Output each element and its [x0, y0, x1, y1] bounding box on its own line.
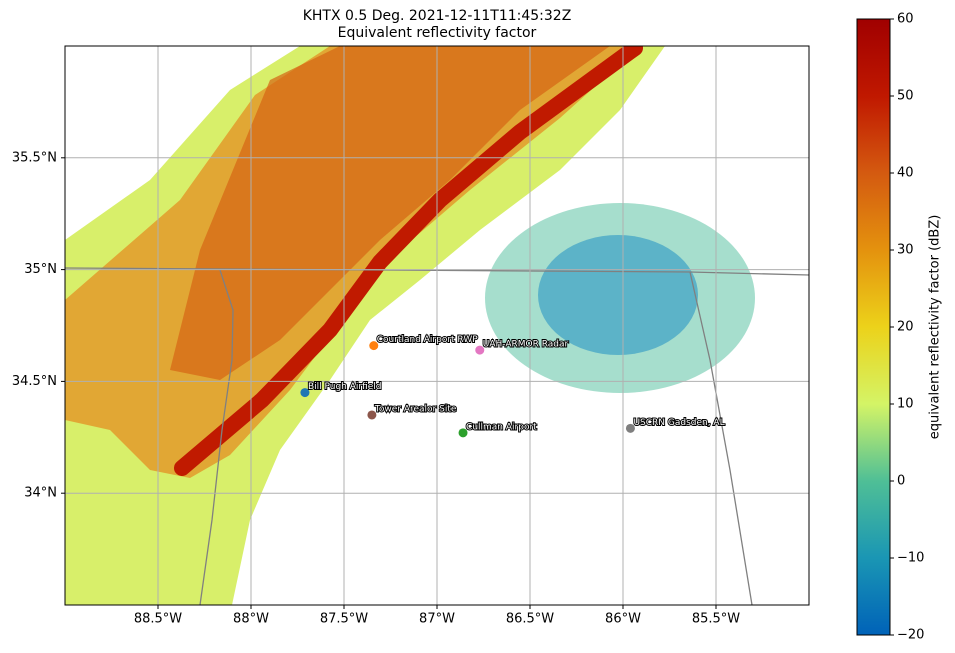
grid — [65, 46, 809, 605]
colorbar-tick-label: 30 — [897, 243, 914, 258]
station-label: USCRN Gadsden, AL — [633, 418, 724, 428]
station-marker — [475, 345, 485, 355]
x-tick-label: 87°W — [419, 612, 455, 627]
y-tick-label: 34°N — [24, 486, 57, 501]
colorbar-tick-label: 50 — [897, 89, 914, 104]
station-marker — [367, 410, 377, 420]
colorbar-tick-label: 60 — [897, 12, 914, 27]
y-tick-label: 34.5°N — [12, 374, 57, 389]
colorbar-label: equivalent reflectivity factor (dBZ) — [928, 215, 943, 440]
state-border — [689, 271, 753, 605]
station-label: Cullman Airport — [466, 422, 537, 432]
colorbar-tick-label: 10 — [897, 397, 914, 412]
colorbar-tick-label: 0 — [897, 474, 905, 489]
station-label: Tower Arealor Site — [374, 404, 457, 414]
colorbar-tick-label: 20 — [897, 320, 914, 335]
radar-field — [65, 46, 809, 605]
map-subtitle: Equivalent reflectivity factor — [338, 25, 537, 41]
station-marker — [369, 341, 379, 351]
colorbar-tick-label: −20 — [897, 628, 924, 643]
station-marker — [300, 388, 310, 398]
intense-echo — [174, 46, 643, 476]
x-tick-label: 88°W — [233, 612, 269, 627]
x-tick-label: 85.5°W — [692, 612, 740, 627]
state-border — [199, 269, 234, 605]
state-border — [65, 267, 809, 276]
station-label: UAH-ARMOR Radar — [483, 340, 569, 350]
strong-echo — [170, 46, 610, 380]
y-tick-label: 35°N — [24, 262, 57, 277]
x-tick-label: 88.5°W — [134, 612, 182, 627]
station-label: Bill Pugh Airfield — [308, 382, 382, 392]
colorbar-tick-label: −10 — [897, 551, 924, 566]
y-tick-label: 35.5°N — [12, 150, 57, 165]
colorbar — [856, 18, 891, 636]
x-tick-label: 87.5°W — [320, 612, 368, 627]
station-marker — [625, 423, 635, 433]
station-label: Courtland Airport RWP — [377, 335, 478, 345]
station-marker — [458, 428, 468, 438]
clear-air-core — [538, 235, 698, 355]
x-tick-label: 86.5°W — [506, 612, 554, 627]
colorbar-tick-label: 40 — [897, 166, 914, 181]
map-title: KHTX 0.5 Deg. 2021-12-11T11:45:32Z — [303, 8, 572, 24]
x-tick-label: 86°W — [605, 612, 641, 627]
